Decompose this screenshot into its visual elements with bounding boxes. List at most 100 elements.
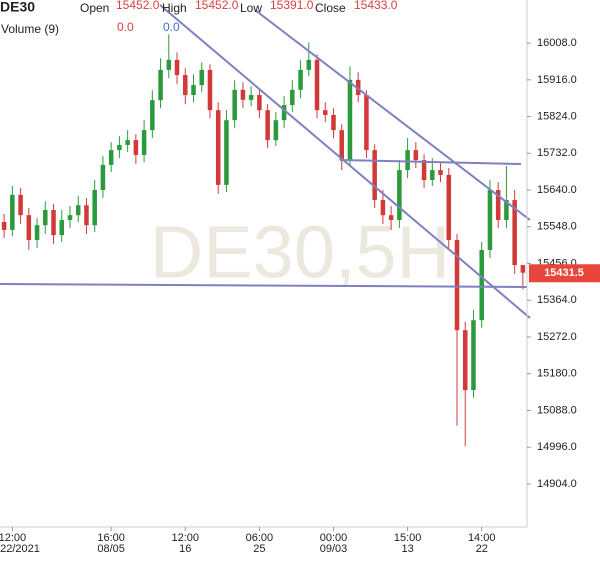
header-value: 15391.0 <box>270 0 314 12</box>
candle-body <box>232 89 237 121</box>
y-tick-label: 16008.0 <box>537 37 577 49</box>
trend-line <box>159 4 531 319</box>
x-tick-date: 16 <box>179 543 191 555</box>
candle-body <box>215 110 221 185</box>
header-label: Open <box>80 1 109 15</box>
candle-body <box>298 69 303 90</box>
header-label: Low <box>240 1 262 15</box>
candle-body <box>331 114 336 131</box>
candle-body <box>240 89 246 100</box>
header-label: High <box>162 1 187 15</box>
candle-body <box>347 79 353 161</box>
x-tick-label: 06:00 <box>246 532 274 544</box>
price-tag <box>529 264 600 283</box>
candle-body <box>59 219 65 236</box>
candle-body <box>67 215 73 220</box>
candle-body <box>397 170 402 220</box>
candle-body <box>26 215 32 240</box>
candle-body <box>405 150 410 171</box>
candle-body <box>92 190 97 226</box>
y-tick-label: 15732.0 <box>537 147 577 159</box>
y-tick-label: 15548.0 <box>537 221 577 233</box>
candle-body <box>183 75 188 96</box>
candle-body <box>141 130 147 155</box>
x-tick-date: 13 <box>401 543 413 555</box>
candle-body <box>355 79 361 96</box>
candle-body <box>10 194 15 230</box>
candle-body <box>322 110 328 115</box>
y-tick-label: 15364.0 <box>537 294 577 306</box>
trend-line <box>339 159 522 165</box>
x-tick-label: 12:00 <box>0 532 26 544</box>
y-tick-label: 15640.0 <box>537 184 577 196</box>
candle-body <box>487 190 493 250</box>
candle-body <box>372 150 377 201</box>
candle-body <box>100 164 106 191</box>
candle-body <box>504 200 509 220</box>
candle-body <box>248 95 254 100</box>
candle-body <box>117 144 122 151</box>
candle-body <box>125 140 130 145</box>
header-label: Close <box>315 1 346 15</box>
x-tick-label: 16:00 <box>97 532 125 544</box>
plot-area <box>1 34 526 446</box>
header-value: 15433.0 <box>354 0 398 12</box>
x-tick-date: 22 <box>476 543 488 555</box>
candle-body <box>257 95 262 111</box>
candle-body <box>454 239 460 331</box>
candle-body <box>174 59 180 76</box>
volume-value: 0.0 <box>117 20 134 34</box>
candle-body <box>290 89 295 106</box>
candle-body <box>479 249 484 321</box>
candle-body <box>166 59 172 70</box>
candle-body <box>150 100 155 131</box>
candle-body <box>199 69 205 86</box>
candle-body <box>75 205 81 216</box>
x-tick-label: 12:00 <box>172 532 200 544</box>
candle-body <box>364 95 369 151</box>
candle-body <box>265 110 270 141</box>
candle-body <box>34 225 40 240</box>
volume-label: Volume (9) <box>1 22 59 36</box>
trend-line <box>0 283 528 288</box>
candle-body <box>84 205 89 226</box>
candle-body <box>413 150 419 161</box>
volume-value: 0.0 <box>163 20 180 34</box>
y-tick-label: 15180.0 <box>537 368 577 380</box>
x-tick-label: 15:00 <box>394 532 422 544</box>
candle-body <box>462 330 468 391</box>
candle-body <box>18 194 23 216</box>
x-tick-date: 09/03 <box>320 543 348 555</box>
candle-body <box>471 320 476 391</box>
y-tick-label: 14904.0 <box>537 478 577 490</box>
x-tick-label: 00:00 <box>320 532 348 544</box>
candle-body <box>388 215 394 220</box>
y-tick-label: 15088.0 <box>537 404 577 416</box>
chart-title: DE30 <box>0 0 35 15</box>
y-tick-label: 14996.0 <box>537 441 577 453</box>
candle-body <box>133 140 139 155</box>
candle-body <box>495 190 501 220</box>
x-tick-label: 14:00 <box>468 532 496 544</box>
candle-body <box>191 85 196 96</box>
candle-body <box>1 221 7 230</box>
candle-body <box>380 200 386 216</box>
y-tick-label: 15916.0 <box>537 74 577 86</box>
x-tick-date: 25 <box>253 543 265 555</box>
candle-body <box>273 120 279 141</box>
candle-body <box>314 59 320 111</box>
candle-body <box>224 120 229 185</box>
candle-body <box>339 130 344 161</box>
candle-body <box>158 69 163 101</box>
candle-body <box>207 69 213 111</box>
candle-body <box>430 170 435 181</box>
candle-body <box>51 210 56 236</box>
candle-body <box>446 174 452 240</box>
candle-body <box>306 59 312 70</box>
candle-body <box>281 105 287 121</box>
header-value: 15452.0 <box>195 0 239 12</box>
candle-body <box>438 170 443 175</box>
price-tag-label: 15431.5 <box>544 267 584 279</box>
